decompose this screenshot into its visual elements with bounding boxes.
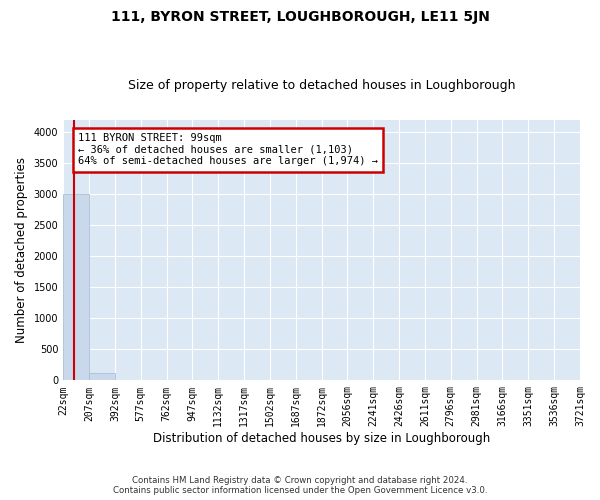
- Text: 111, BYRON STREET, LOUGHBOROUGH, LE11 5JN: 111, BYRON STREET, LOUGHBOROUGH, LE11 5J…: [110, 10, 490, 24]
- Bar: [89, 373, 115, 380]
- Title: Size of property relative to detached houses in Loughborough: Size of property relative to detached ho…: [128, 79, 515, 92]
- X-axis label: Distribution of detached houses by size in Loughborough: Distribution of detached houses by size …: [153, 432, 490, 445]
- Text: 111 BYRON STREET: 99sqm
← 36% of detached houses are smaller (1,103)
64% of semi: 111 BYRON STREET: 99sqm ← 36% of detache…: [78, 133, 378, 166]
- Text: Contains HM Land Registry data © Crown copyright and database right 2024.
Contai: Contains HM Land Registry data © Crown c…: [113, 476, 487, 495]
- Y-axis label: Number of detached properties: Number of detached properties: [15, 157, 28, 343]
- Bar: [63, 194, 89, 380]
